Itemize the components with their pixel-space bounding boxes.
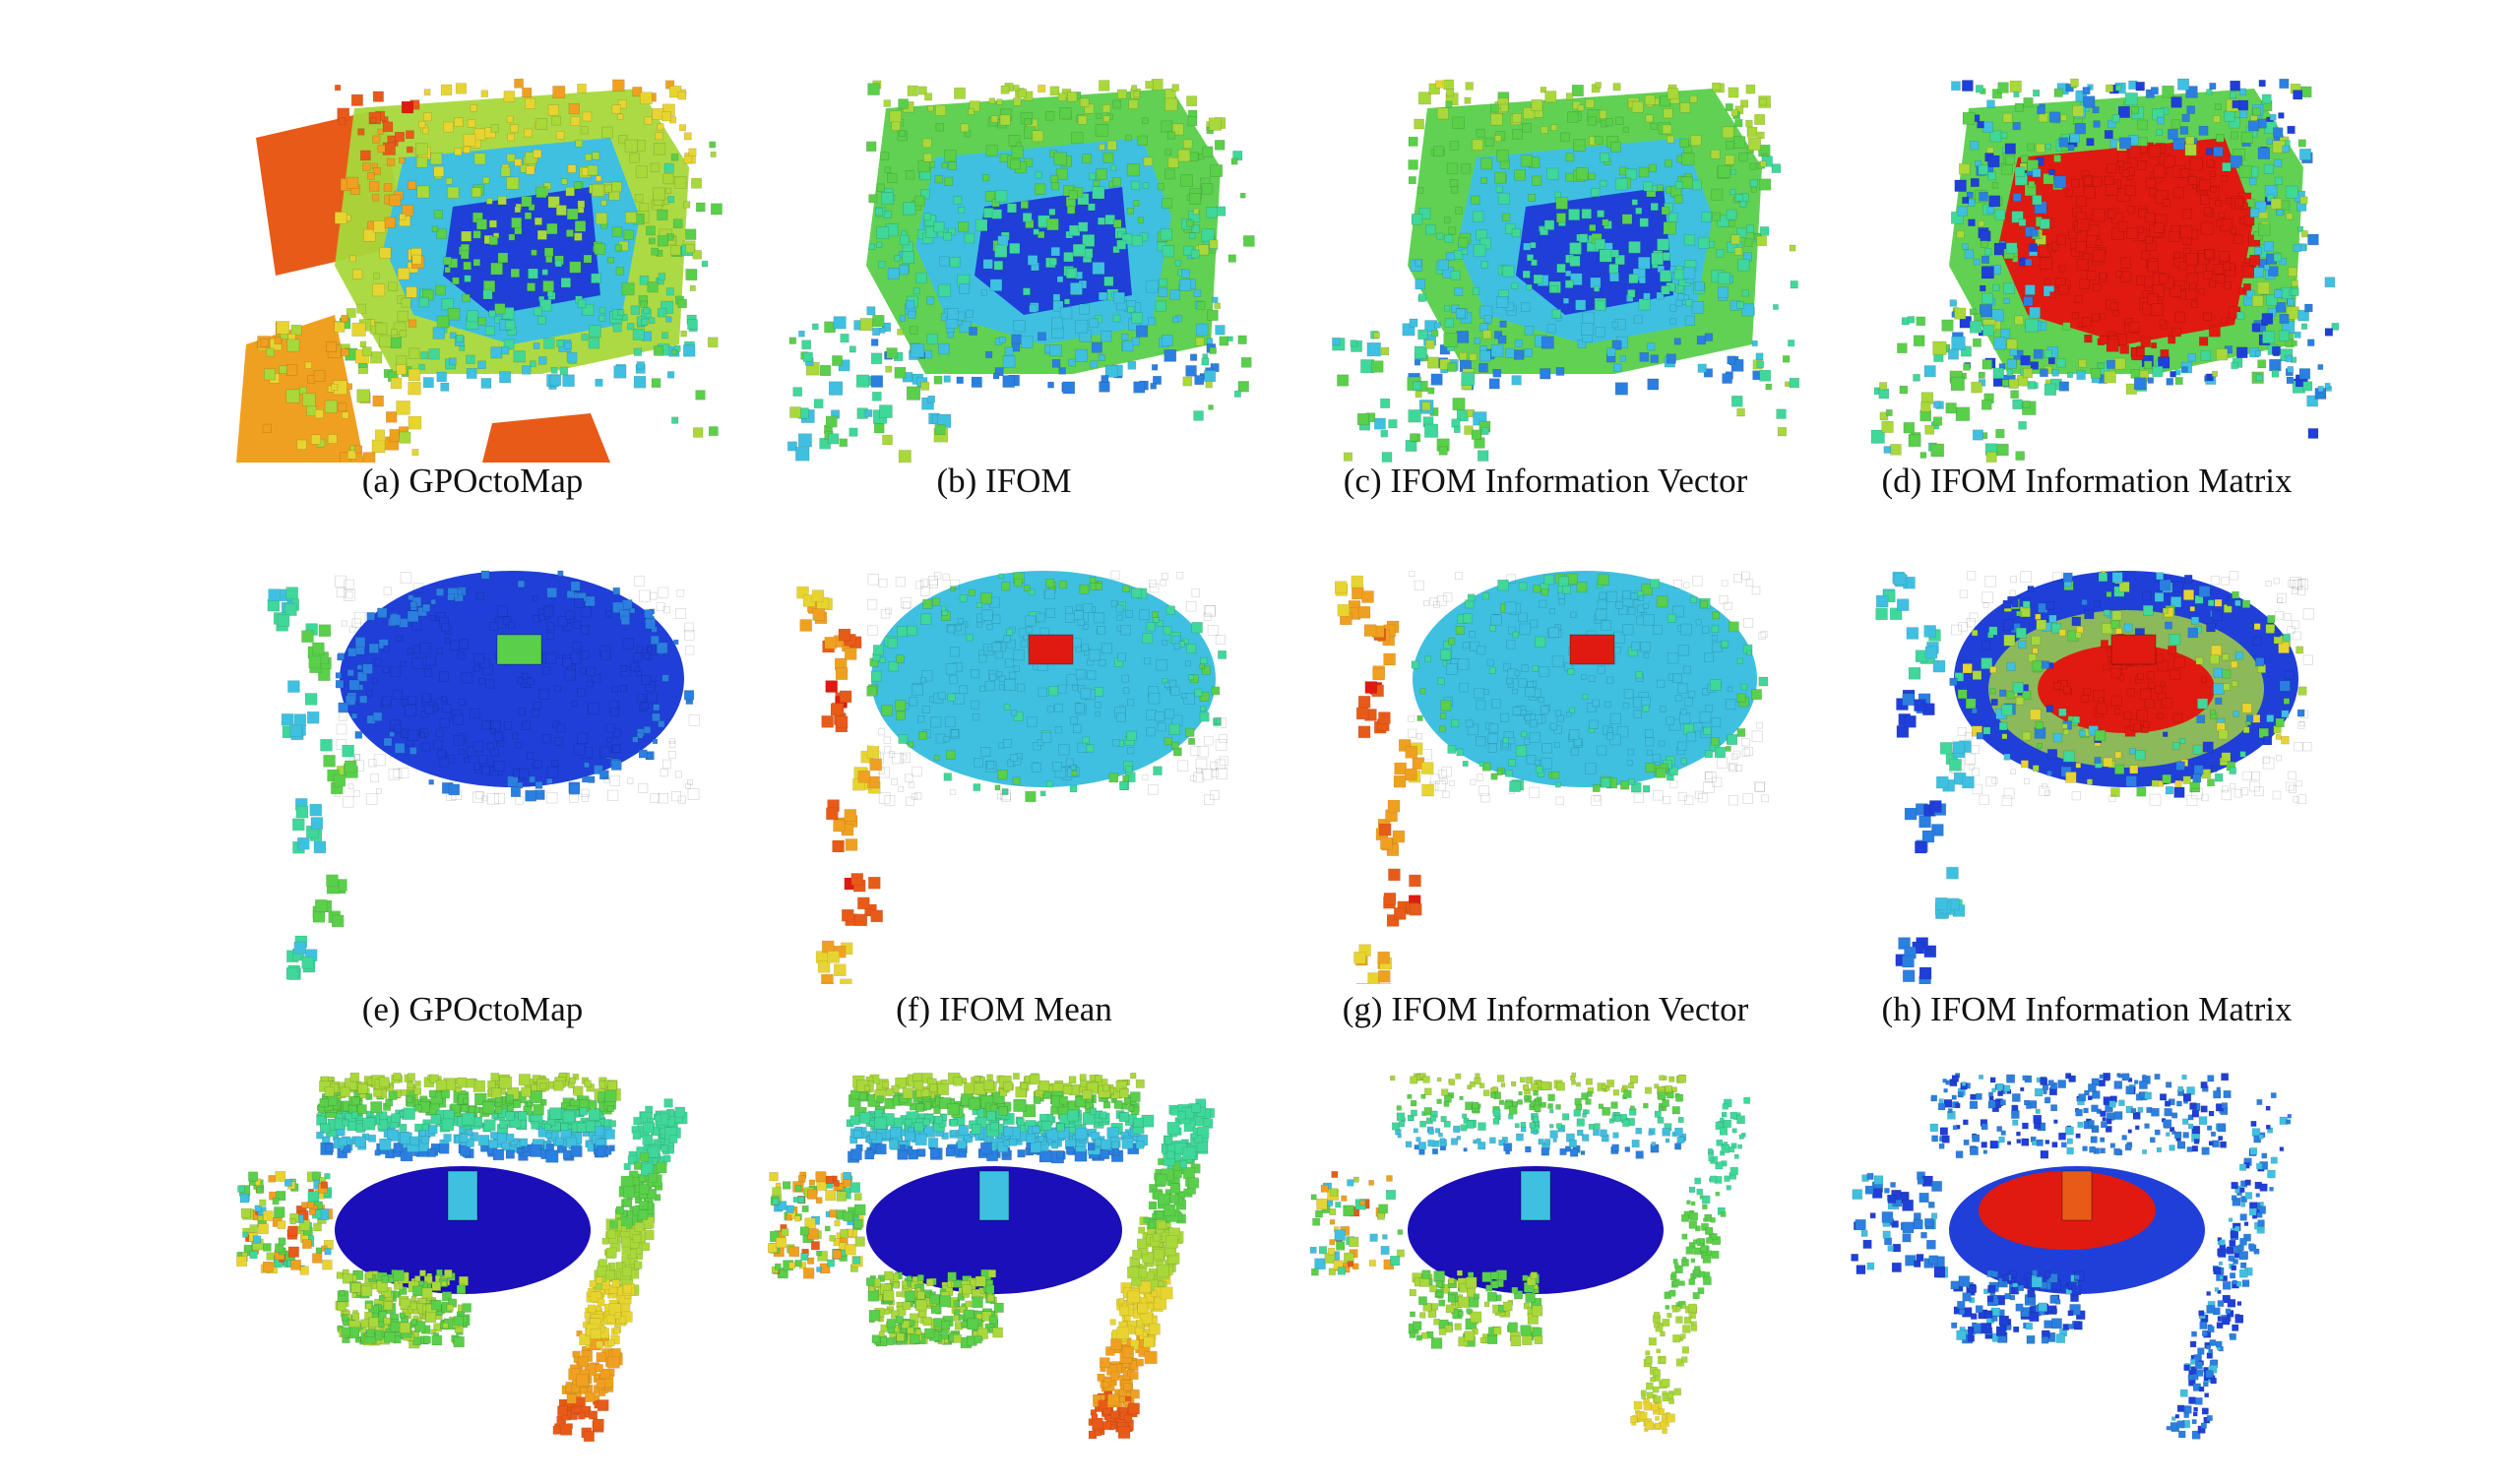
- voxel-map-f: [796, 570, 1229, 984]
- voxel-map-b: [786, 78, 1255, 463]
- panel-d-image: [1831, 20, 2343, 463]
- voxel-map-d: [1870, 78, 2340, 463]
- voxel-map-k: [1309, 1072, 1751, 1434]
- panel-c-image: [1289, 20, 1801, 463]
- voxel-map-i: [236, 1072, 688, 1443]
- panel-h-image: [1831, 551, 2343, 984]
- voxel-map-a: [236, 78, 723, 463]
- panel-k-image: [1289, 1063, 1801, 1466]
- voxel-map-h: [1875, 570, 2314, 984]
- voxel-map-l: [1851, 1073, 2293, 1440]
- caption-c: (c) IFOM Information Vector: [1343, 462, 1748, 500]
- panel-j-image: [748, 1063, 1260, 1466]
- panel-g-image: [1289, 551, 1801, 984]
- panel-a-image: [217, 20, 728, 463]
- panel-l-image: [1831, 1063, 2343, 1466]
- panel-e-image: [217, 551, 728, 984]
- caption-e: (e) GPOctoMap: [361, 990, 584, 1028]
- voxel-map-g: [1334, 571, 1769, 984]
- voxel-map-j: [767, 1072, 1215, 1440]
- panel-b-image: [748, 20, 1260, 463]
- caption-g: (g) IFOM Information Vector: [1342, 990, 1749, 1028]
- caption-a: (a) GPOctoMap: [361, 462, 584, 500]
- caption-b: (b) IFOM: [936, 462, 1072, 500]
- panel-i-image: [217, 1063, 728, 1466]
- voxel-map-e: [267, 570, 700, 980]
- voxel-map-c: [1332, 79, 1799, 463]
- caption-d: (d) IFOM Information Matrix: [1881, 462, 2293, 500]
- caption-f: (f) IFOM Mean: [896, 990, 1112, 1028]
- panel-f-image: [748, 551, 1260, 984]
- caption-h: (h) IFOM Information Matrix: [1881, 990, 2293, 1028]
